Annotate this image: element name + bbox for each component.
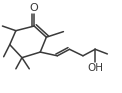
Text: O: O bbox=[30, 3, 39, 13]
Text: OH: OH bbox=[87, 63, 103, 73]
